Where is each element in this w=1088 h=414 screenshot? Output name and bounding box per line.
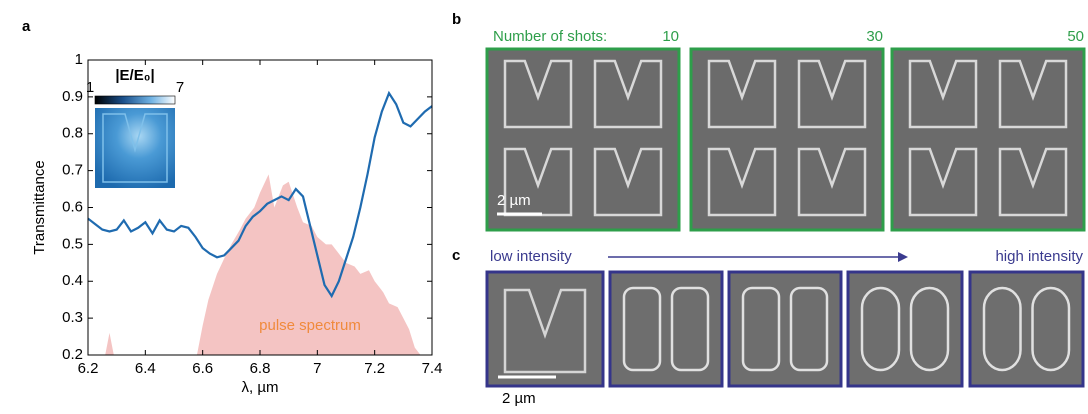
y-tick-label: 0.7 <box>62 162 83 179</box>
shot-count: 50 <box>1067 28 1084 45</box>
x-tick-label: 6.8 <box>250 360 271 377</box>
colorbar-tick-label: 1 <box>86 79 94 96</box>
x-tick-label: 6.4 <box>135 360 156 377</box>
sem-image <box>608 270 724 388</box>
structure <box>593 147 663 217</box>
structure <box>707 147 777 217</box>
sem-image <box>968 270 1085 388</box>
y-tick-label: 0.6 <box>62 198 83 215</box>
structure <box>789 286 829 372</box>
y-tick-label: 0.2 <box>62 346 83 363</box>
structure <box>908 59 978 129</box>
low-label: low intensity <box>490 248 572 265</box>
spectrum-area <box>105 174 421 355</box>
x-axis-label: λ, µm <box>242 379 279 396</box>
y-axis-label: Transmittance <box>31 160 48 254</box>
y-tick-label: 0.5 <box>62 235 83 252</box>
sem-image <box>727 270 843 388</box>
transmittance-line <box>87 90 433 299</box>
structure <box>707 59 777 129</box>
panel-b: 10 30 50 Number of shots: 2 µm <box>485 28 1086 232</box>
structure <box>670 286 710 372</box>
colorbar-tick-label: 7 <box>176 79 184 96</box>
x-tick-label: 6.2 <box>78 360 99 377</box>
y-tick-label: 1 <box>75 51 83 68</box>
scale-label: 2 µm <box>502 390 536 407</box>
panel-label: c <box>452 247 460 264</box>
arrow-head <box>898 252 908 262</box>
structure <box>998 147 1068 217</box>
x-tick-label: 7.2 <box>364 360 385 377</box>
structure <box>797 59 867 129</box>
structure <box>998 59 1068 129</box>
sem-image <box>485 47 681 232</box>
shots-prefix: Number of shots: <box>493 28 607 45</box>
sem-image <box>890 47 1086 232</box>
y-tick-label: 0.4 <box>62 272 83 289</box>
structure <box>503 59 573 129</box>
colorbar-label: |E/E₀| <box>115 67 154 84</box>
structure <box>909 286 950 372</box>
structure <box>860 286 901 372</box>
y-tick-label: 0.3 <box>62 309 83 326</box>
structure <box>593 59 663 129</box>
structure <box>503 288 587 374</box>
chart-a: pulse spectrum0.20.30.40.50.60.70.80.916… <box>31 51 442 396</box>
panel-label: a <box>22 18 31 35</box>
scale-label: 2 µm <box>497 192 531 209</box>
sem-image <box>689 47 885 232</box>
panel-c: low intensity high intensity 2 µm <box>485 248 1085 407</box>
y-tick-label: 0.9 <box>62 88 83 105</box>
colorbar <box>94 95 176 105</box>
structure <box>908 147 978 217</box>
y-tick-label: 0.8 <box>62 125 83 142</box>
structure <box>622 286 662 372</box>
shot-count: 30 <box>866 28 883 45</box>
structure <box>797 147 867 217</box>
structure <box>503 147 573 217</box>
x-tick-label: 7 <box>313 360 321 377</box>
structure <box>741 286 781 372</box>
structure <box>982 286 1022 372</box>
panel-label: b <box>452 11 461 28</box>
structure <box>1031 286 1071 372</box>
x-tick-label: 6.6 <box>192 360 213 377</box>
sem-image <box>846 270 964 388</box>
high-label: high intensity <box>995 248 1083 265</box>
field-map-shape <box>102 113 168 183</box>
shot-count: 10 <box>662 28 679 45</box>
annotation: pulse spectrum <box>259 317 361 334</box>
x-tick-label: 7.4 <box>422 360 443 377</box>
